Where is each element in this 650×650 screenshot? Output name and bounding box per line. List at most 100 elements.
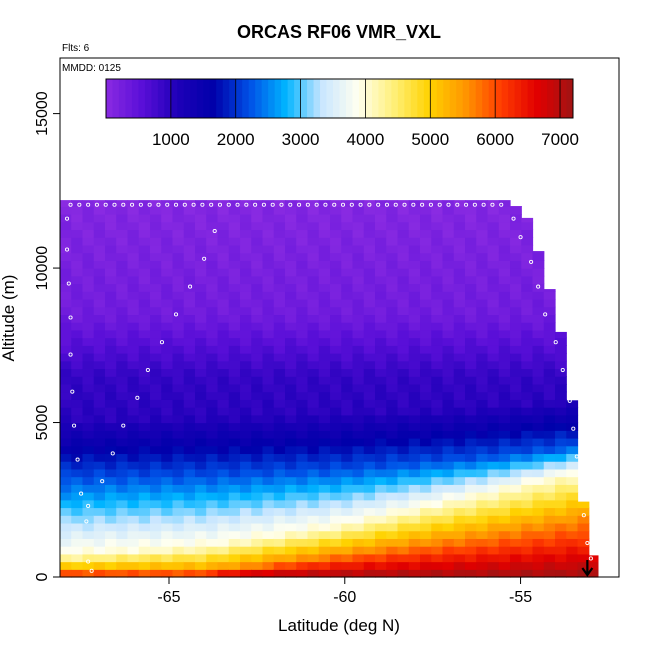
field-cell	[127, 252, 140, 261]
field-cell	[352, 538, 365, 547]
field-cell	[352, 353, 365, 362]
field-cell	[150, 237, 162, 246]
field-cell	[465, 214, 477, 223]
field-cell	[138, 283, 151, 292]
field-cell	[318, 407, 331, 416]
field-cell	[82, 221, 95, 231]
field-cell	[161, 353, 174, 362]
field-cell	[240, 345, 252, 354]
field-cell	[352, 530, 365, 539]
field-cell	[71, 530, 84, 539]
colorbar-swatch	[307, 79, 315, 118]
colorbar-swatch	[462, 79, 470, 118]
field-cell	[240, 430, 252, 439]
field-cell	[408, 314, 421, 323]
field-cell	[251, 515, 264, 524]
field-cell	[116, 229, 129, 238]
field-cell	[363, 461, 376, 470]
field-cell	[487, 561, 500, 570]
field-cell	[228, 337, 241, 346]
track-point	[571, 426, 576, 431]
field-cell	[150, 229, 162, 238]
field-cell	[555, 553, 567, 563]
field-cell	[487, 360, 500, 370]
field-cell	[296, 314, 309, 323]
field-cell	[330, 484, 342, 493]
field-cell	[150, 515, 162, 524]
field-cell	[127, 414, 140, 424]
field-cell	[195, 345, 207, 354]
field-cell	[352, 268, 365, 277]
field-cell	[318, 569, 331, 578]
track-point	[384, 202, 390, 207]
field-cell	[307, 200, 320, 207]
field-cell	[183, 252, 196, 261]
field-cell	[262, 546, 275, 555]
field-cell	[240, 445, 252, 455]
field-cell	[532, 492, 545, 501]
field-cell	[71, 244, 84, 254]
field-cell	[442, 569, 455, 578]
field-cell	[397, 214, 410, 223]
field-cell	[465, 283, 477, 292]
field-cell	[476, 499, 489, 509]
field-cell	[285, 499, 297, 509]
field-cell	[71, 476, 84, 485]
field-cell	[352, 260, 365, 269]
colorbar-swatch	[177, 79, 185, 118]
field-cell	[521, 252, 534, 261]
field-cell	[498, 522, 511, 532]
field-cell	[71, 468, 84, 478]
field-cell	[408, 561, 421, 570]
field-cell	[465, 414, 477, 424]
field-cell	[228, 322, 241, 331]
field-cell	[352, 206, 365, 215]
field-cell	[206, 492, 219, 501]
field-cell	[262, 283, 275, 292]
field-cell	[138, 499, 151, 509]
field-cell	[60, 206, 72, 215]
field-cell	[93, 530, 106, 539]
field-cell	[195, 314, 207, 323]
field-cell	[420, 492, 432, 501]
field-cell	[487, 422, 500, 431]
field-cell	[363, 492, 376, 501]
field-cell	[138, 244, 151, 254]
field-cell	[82, 461, 95, 470]
field-cell	[296, 291, 309, 300]
track-point	[358, 202, 363, 207]
field-cell	[240, 530, 252, 539]
field-cell	[116, 461, 129, 470]
field-cell	[172, 561, 185, 570]
field-cell	[240, 484, 252, 493]
field-cell	[352, 275, 365, 285]
field-cell	[532, 368, 545, 377]
field-cell	[183, 538, 196, 547]
field-cell	[318, 383, 331, 393]
field-cell	[363, 252, 376, 261]
field-cell	[240, 298, 252, 308]
field-cell	[498, 329, 511, 339]
field-cell	[105, 430, 117, 439]
field-cell	[195, 538, 207, 547]
field-cell	[465, 244, 477, 254]
track-point	[472, 202, 477, 207]
field-cell	[375, 376, 387, 385]
field-cell	[375, 229, 387, 238]
field-cell	[487, 345, 500, 354]
field-cell	[408, 522, 421, 532]
field-cell	[318, 322, 331, 331]
field-cell	[296, 569, 309, 578]
colorbar-tick-label: 3000	[282, 130, 320, 149]
field-cell	[172, 530, 185, 539]
field-cell	[138, 252, 151, 261]
field-cell	[127, 283, 140, 292]
field-cell	[341, 337, 354, 346]
field-cell	[138, 468, 151, 478]
field-cell	[465, 437, 477, 447]
field-cell	[352, 252, 365, 261]
field-cell	[453, 360, 466, 370]
field-cell	[543, 522, 556, 532]
field-cell	[172, 499, 185, 509]
field-cell	[431, 484, 444, 493]
